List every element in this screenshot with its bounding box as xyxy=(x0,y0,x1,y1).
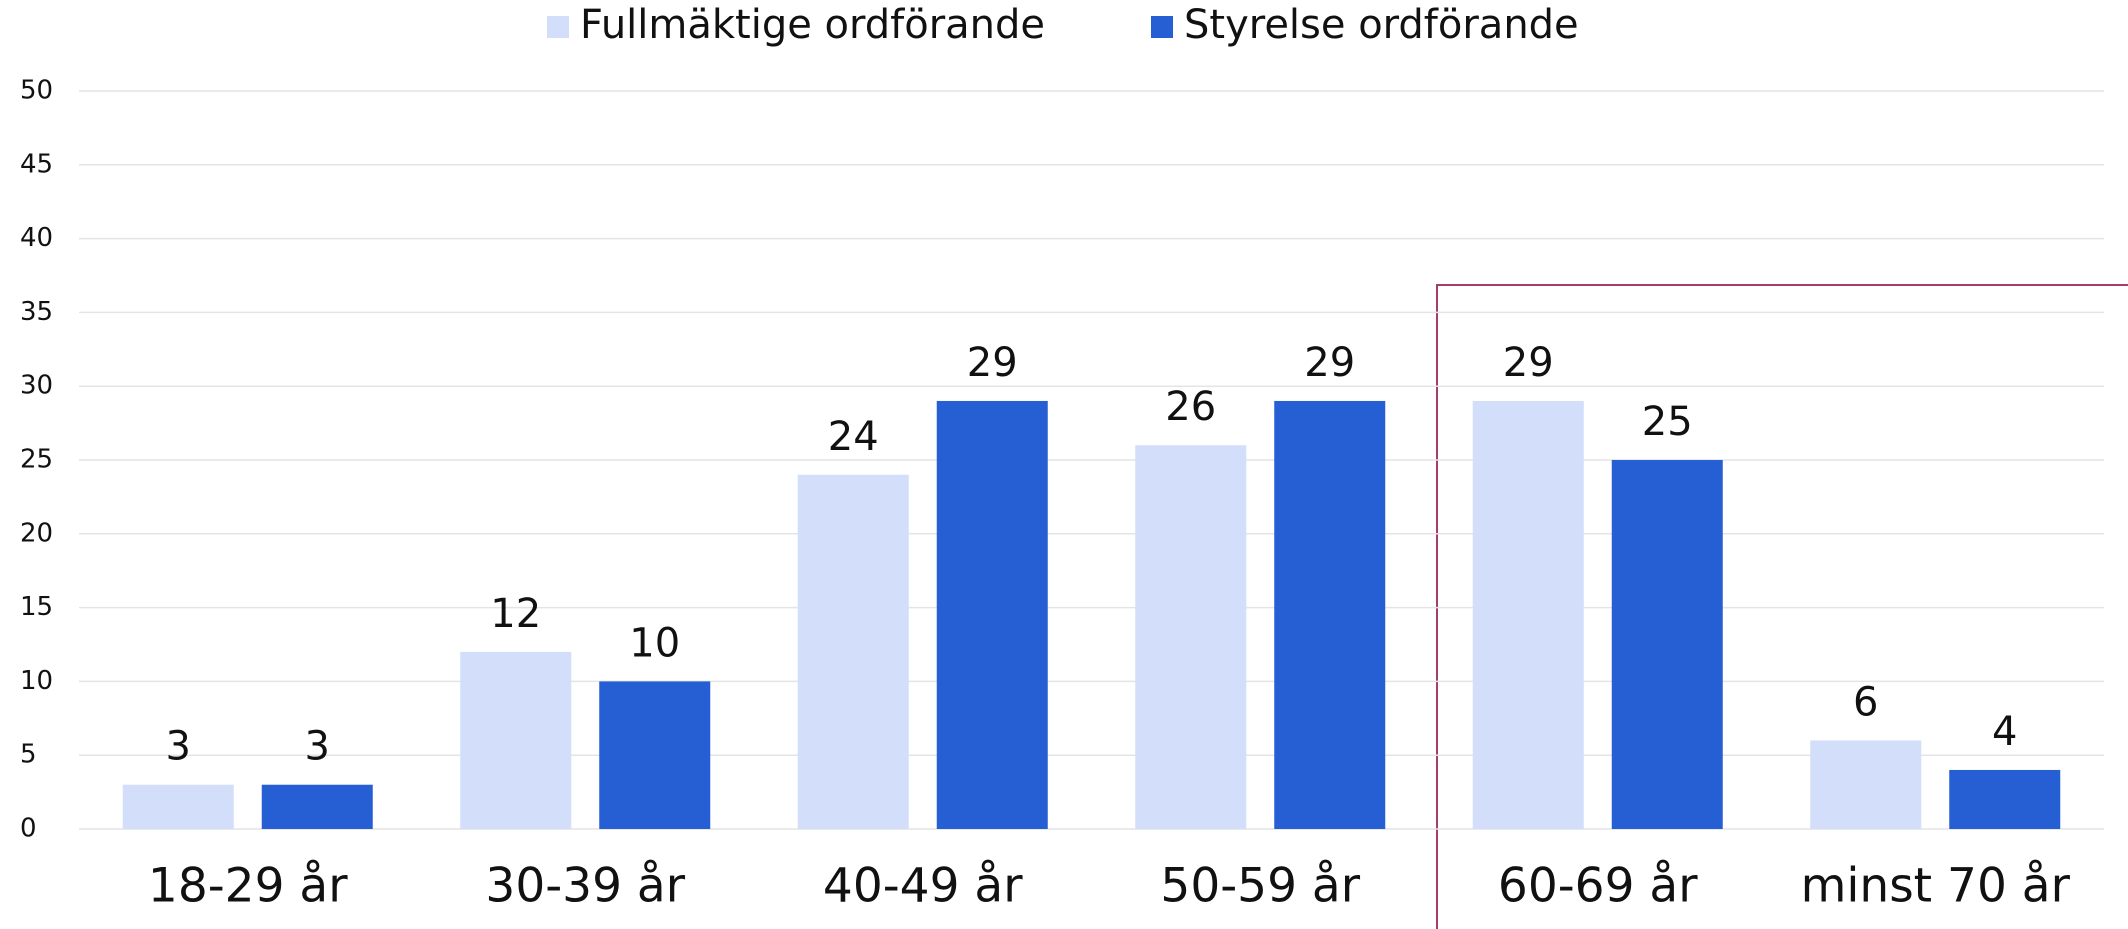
value-label: 29 xyxy=(1304,340,1355,386)
bar xyxy=(797,474,909,829)
value-label: 10 xyxy=(629,620,680,666)
value-label: 3 xyxy=(166,724,191,770)
y-tick-label: 30 xyxy=(20,371,53,401)
value-label: 29 xyxy=(967,340,1018,386)
y-tick-label: 35 xyxy=(20,297,53,327)
y-tick-label: 10 xyxy=(20,666,53,696)
y-tick-label: 25 xyxy=(20,445,53,475)
y-tick-label: 0 xyxy=(20,814,37,844)
bar xyxy=(1135,445,1247,829)
bar xyxy=(936,400,1048,829)
value-label: 26 xyxy=(1165,384,1216,430)
legend-swatch xyxy=(547,16,569,38)
value-label: 29 xyxy=(1503,340,1554,386)
bar xyxy=(122,784,234,829)
y-tick-label: 15 xyxy=(20,592,53,622)
legend-label: Styrelse ordförande xyxy=(1184,2,1579,48)
x-tick-label: minst 70 år xyxy=(1801,859,2071,914)
x-tick-label: 18-29 år xyxy=(148,859,348,914)
x-tick-label: 40-49 år xyxy=(823,859,1023,914)
bar xyxy=(1949,769,2061,829)
x-tick-label: 60-69 år xyxy=(1498,859,1698,914)
value-label: 12 xyxy=(490,591,541,637)
selection-frame xyxy=(1436,284,2128,929)
x-tick-label: 50-59 år xyxy=(1160,859,1360,914)
value-label: 4 xyxy=(1992,709,2017,755)
y-tick-label: 40 xyxy=(20,223,53,253)
bar xyxy=(1810,740,1922,829)
bar xyxy=(460,651,572,829)
value-label: 25 xyxy=(1642,399,1693,445)
y-tick-label: 20 xyxy=(20,518,53,548)
y-tick-label: 45 xyxy=(20,149,53,179)
bar xyxy=(1611,460,1723,829)
value-label: 24 xyxy=(828,414,879,460)
y-tick-label: 50 xyxy=(20,76,53,106)
legend-label: Fullmäktige ordförande xyxy=(580,2,1045,48)
bar xyxy=(1274,400,1386,829)
bar xyxy=(1472,400,1584,829)
value-label: 6 xyxy=(1853,679,1878,725)
value-label: 3 xyxy=(305,724,330,770)
legend-swatch xyxy=(1151,16,1173,38)
y-tick-label: 5 xyxy=(20,740,37,770)
x-tick-label: 30-39 år xyxy=(485,859,685,914)
bar xyxy=(261,784,373,829)
bar xyxy=(599,681,711,829)
